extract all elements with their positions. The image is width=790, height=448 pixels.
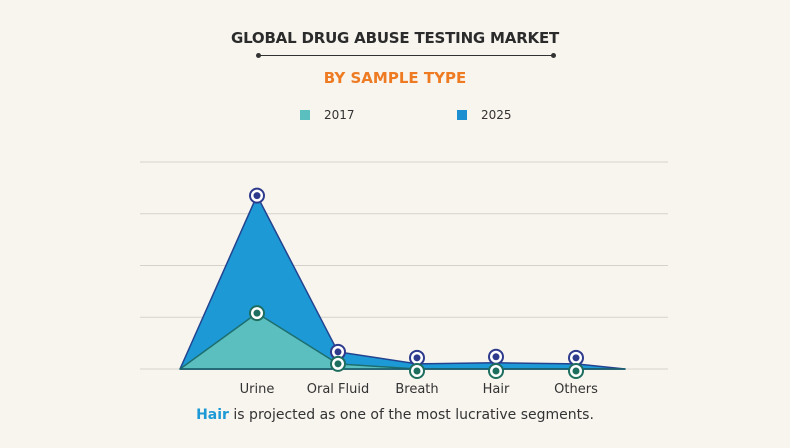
marker-dot-2017-3 [492, 367, 500, 375]
legend-label-2025: 2025 [481, 108, 512, 122]
area-series-2017 [179, 312, 626, 370]
marker-dot-2017-0 [253, 309, 261, 317]
chart-subtitle: BY SAMPLE TYPE [323, 69, 467, 87]
marker-dot-2025-0 [253, 192, 261, 200]
chart-title: GLOBAL DRUG ABUSE TESTING MARKET [230, 29, 560, 47]
marker-dot-2017-4 [572, 367, 580, 375]
x-tick-label: Urine [240, 382, 275, 397]
footer-text: is projected as one of the most lucrativ… [228, 407, 594, 423]
x-tick-label: Others [554, 382, 598, 397]
title-divider [256, 53, 556, 58]
marker-dot-2025-2 [413, 354, 421, 362]
x-tick-label: Breath [395, 382, 438, 397]
legend-label-2017: 2017 [324, 108, 355, 122]
marker-dot-2017-2 [413, 367, 421, 375]
marker-dot-2025-4 [572, 354, 580, 362]
x-tick-label: Hair [483, 382, 510, 397]
marker-dot-2025-3 [492, 353, 500, 361]
footer-highlight: Hair [196, 407, 229, 423]
legend-swatch-2017 [300, 110, 310, 120]
legend-item-2025: 2025 [457, 108, 512, 122]
marker-dot-2025-1 [334, 348, 342, 356]
x-tick-label: Oral Fluid [307, 382, 369, 397]
marker-dot-2017-1 [334, 360, 342, 368]
legend-item-2017: 2017 [300, 108, 355, 122]
footer-note: Hair is projected as one of the most luc… [0, 407, 790, 423]
legend-swatch-2025 [457, 110, 467, 120]
area-series-2025 [179, 194, 626, 370]
